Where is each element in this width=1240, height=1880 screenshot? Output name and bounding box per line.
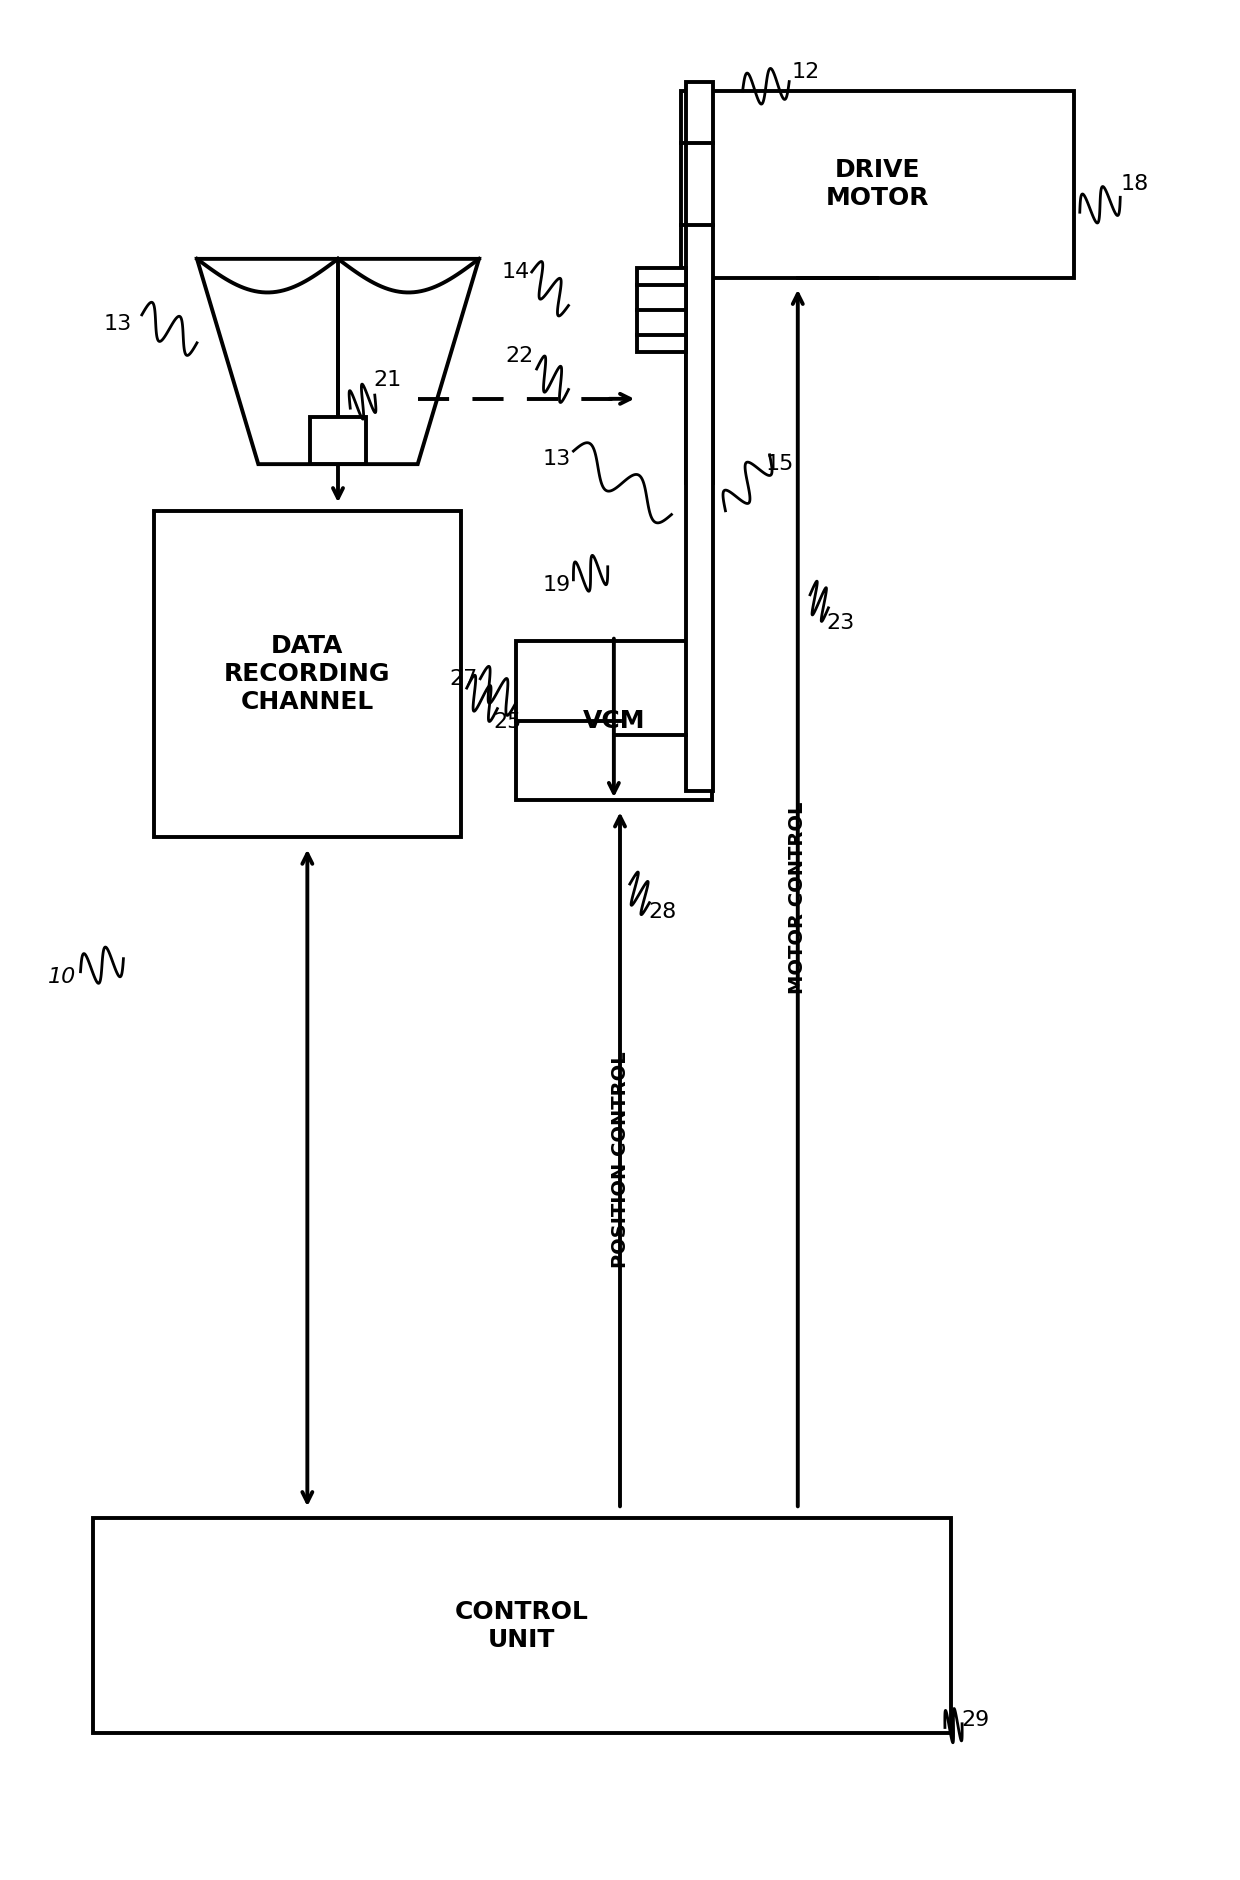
Text: DATA
RECORDING
CHANNEL: DATA RECORDING CHANNEL — [224, 634, 391, 714]
Text: 25: 25 — [494, 713, 521, 731]
Text: 12: 12 — [791, 62, 820, 83]
FancyBboxPatch shape — [681, 90, 1074, 278]
Text: DRIVE
MOTOR: DRIVE MOTOR — [826, 158, 929, 211]
FancyBboxPatch shape — [93, 1519, 951, 1733]
Text: 13: 13 — [103, 314, 131, 335]
Polygon shape — [197, 259, 479, 464]
Text: 28: 28 — [649, 902, 677, 921]
Text: 10: 10 — [48, 968, 76, 987]
Text: POSITION CONTROL: POSITION CONTROL — [610, 1051, 630, 1267]
Text: VCM: VCM — [583, 709, 645, 733]
Text: 19: 19 — [542, 575, 570, 596]
Text: 29: 29 — [961, 1711, 990, 1730]
FancyBboxPatch shape — [686, 278, 713, 483]
Text: 14: 14 — [502, 261, 529, 282]
Text: 23: 23 — [827, 613, 854, 634]
FancyBboxPatch shape — [686, 81, 713, 791]
Text: 18: 18 — [1121, 175, 1149, 194]
FancyBboxPatch shape — [637, 269, 686, 352]
Text: 13: 13 — [542, 449, 570, 468]
Text: 21: 21 — [373, 370, 402, 391]
Text: CONTROL
UNIT: CONTROL UNIT — [455, 1600, 589, 1653]
Text: 15: 15 — [765, 455, 794, 474]
FancyBboxPatch shape — [516, 641, 712, 801]
Text: MOTOR CONTROL: MOTOR CONTROL — [789, 803, 807, 995]
Text: 27: 27 — [449, 669, 477, 688]
FancyBboxPatch shape — [310, 417, 366, 464]
Text: 22: 22 — [506, 346, 533, 367]
FancyBboxPatch shape — [154, 511, 460, 837]
